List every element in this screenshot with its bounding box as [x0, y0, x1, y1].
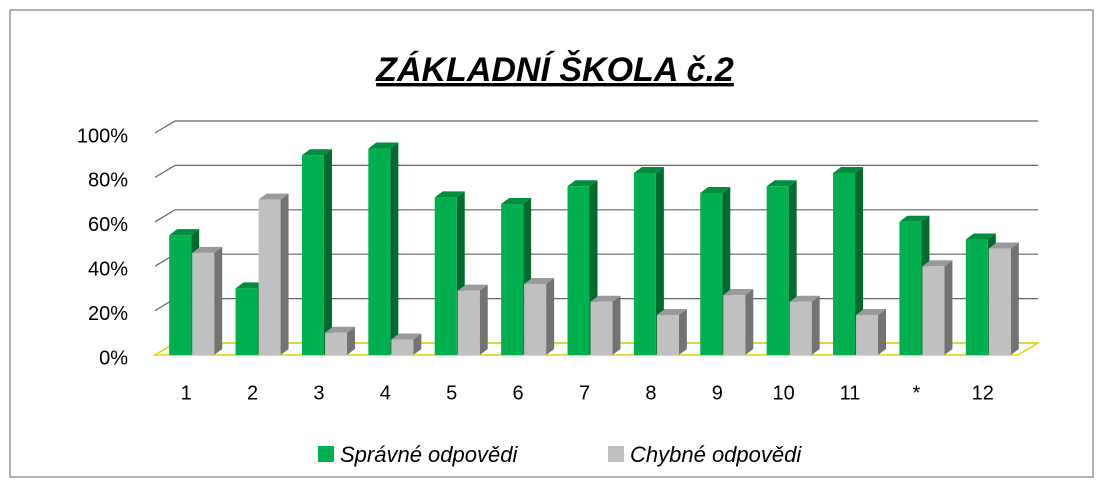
- x-tick-label: 11: [840, 382, 861, 404]
- x-tick-label: 6: [513, 382, 524, 404]
- bar-side: [346, 326, 355, 355]
- x-tick-label: 1: [181, 382, 192, 404]
- bar-top: [590, 295, 621, 302]
- bar-side: [413, 333, 422, 355]
- bar-top: [789, 295, 820, 302]
- y-tick-label: 0%: [99, 347, 128, 369]
- legend-swatch: [608, 446, 624, 462]
- bar: [258, 199, 281, 355]
- x-tick-label: 12: [972, 382, 994, 404]
- bar-top: [324, 326, 355, 333]
- chart-title: ZÁKLADNÍ ŠKOLA č.2: [375, 50, 734, 89]
- bar-side: [390, 142, 399, 355]
- bar-top: [899, 215, 930, 222]
- bar-side: [1010, 242, 1019, 355]
- legend-label: Chybné odpovědi: [630, 442, 802, 467]
- bar-side: [280, 193, 289, 355]
- bar: [988, 248, 1011, 355]
- bar-top: [169, 229, 200, 236]
- bar-top: [258, 193, 289, 200]
- legend-swatch: [318, 446, 334, 462]
- bar: [723, 295, 746, 355]
- bar: [368, 148, 391, 355]
- bar: [833, 172, 856, 355]
- bar-top: [856, 309, 887, 316]
- bar: [789, 301, 812, 355]
- bar: [324, 332, 347, 355]
- y-tick-label: 60%: [88, 214, 128, 236]
- bar: [169, 235, 192, 355]
- x-tick-label: 5: [446, 382, 457, 404]
- bar-side: [745, 289, 754, 355]
- bar: [965, 239, 988, 355]
- bar-side: [855, 166, 864, 355]
- y-tick-label: 80%: [88, 170, 128, 192]
- bar-top: [965, 233, 996, 240]
- bar: [700, 192, 723, 355]
- bar-top: [567, 180, 598, 187]
- bar-top: [192, 246, 223, 253]
- bar-side: [214, 246, 223, 355]
- bar: [457, 290, 480, 355]
- bar: [391, 339, 414, 355]
- x-tick-label: *: [913, 382, 921, 404]
- bar-side: [323, 149, 332, 355]
- x-tick-label: 3: [313, 382, 324, 404]
- bar: [434, 197, 457, 355]
- bar-top: [766, 180, 797, 187]
- bar-top: [723, 289, 754, 296]
- bar: [501, 204, 524, 355]
- bar: [856, 315, 879, 355]
- bar-top: [391, 333, 422, 340]
- bar-top: [700, 186, 731, 193]
- bar: [922, 266, 945, 355]
- y-tick-label: 40%: [88, 258, 128, 280]
- bar-side: [944, 260, 953, 355]
- bar-top: [368, 142, 399, 149]
- bar-side: [811, 295, 820, 355]
- bar-top: [922, 260, 953, 267]
- legend-label: Správné odpovědi: [340, 442, 518, 467]
- bar: [766, 186, 789, 355]
- bar-top: [235, 282, 266, 289]
- grid-line: [154, 209, 1038, 223]
- bar: [567, 186, 590, 355]
- x-tick-label: 2: [247, 382, 258, 404]
- bar: [301, 155, 324, 355]
- x-tick-label: 7: [579, 382, 590, 404]
- bar-top: [301, 149, 332, 156]
- bar-side: [678, 309, 687, 355]
- bar: [235, 288, 258, 355]
- bar: [633, 172, 656, 355]
- bar-side: [546, 277, 555, 355]
- x-tick-label: 8: [645, 382, 656, 404]
- bar-top: [988, 242, 1019, 249]
- bar: [899, 221, 922, 355]
- y-tick-label: 20%: [88, 303, 128, 325]
- bar-top: [501, 198, 532, 205]
- bar: [590, 301, 613, 355]
- bar-top: [833, 166, 864, 173]
- bar-top: [524, 277, 555, 284]
- bar: [656, 315, 679, 355]
- bar: [524, 283, 547, 355]
- y-tick-label: 100%: [77, 125, 128, 147]
- x-tick-label: 10: [773, 382, 795, 404]
- bar-top: [633, 166, 664, 173]
- x-tick-label: 9: [712, 382, 723, 404]
- bar-side: [479, 284, 488, 355]
- bar: [192, 252, 215, 355]
- x-tick-label: 4: [380, 382, 391, 404]
- bar-top: [656, 309, 687, 316]
- grid-line: [154, 120, 1038, 134]
- bar-side: [612, 295, 621, 355]
- bar-top: [457, 284, 488, 291]
- bar-side: [655, 166, 664, 355]
- bar-top: [434, 191, 465, 198]
- grid-line: [154, 164, 1038, 178]
- bar-side: [878, 309, 887, 355]
